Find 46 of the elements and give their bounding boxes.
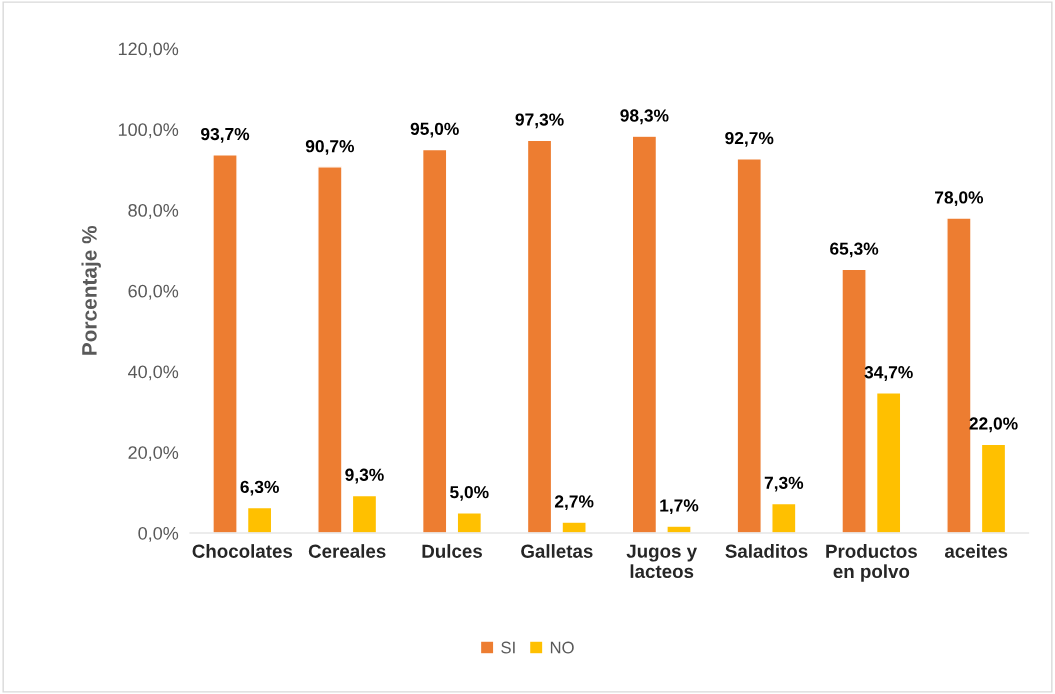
data-label: 97,3% (515, 113, 564, 129)
data-label: 7,3% (764, 476, 804, 492)
data-label: 9,3% (345, 468, 384, 484)
y-tick-label: 120,0% (118, 42, 179, 58)
data-label: 6,3% (240, 480, 279, 496)
y-tick-label: 40,0% (128, 365, 179, 381)
bar (736, 158, 762, 533)
bar (666, 525, 692, 533)
data-label: 98,3% (620, 109, 669, 125)
x-tick-label: Dulces (422, 544, 482, 558)
data-label: 95,0% (410, 122, 459, 138)
bar (631, 135, 658, 533)
bar (212, 154, 238, 533)
x-tick-label: Cereales (308, 544, 386, 558)
y-tick-label: 60,0% (128, 284, 179, 300)
data-label: 78,0% (935, 191, 984, 207)
y-axis-title: Porcentaje % (81, 225, 101, 355)
bar (875, 392, 902, 533)
bar (317, 166, 343, 533)
legend-label: SI (501, 641, 515, 654)
bar (246, 506, 273, 533)
x-tick-label: Saladitos (725, 544, 808, 558)
data-label: 93,7% (201, 127, 250, 143)
bar (456, 512, 483, 533)
x-tick-label: aceites (944, 544, 1008, 558)
data-label: 5,0% (450, 485, 489, 501)
bar (980, 443, 1007, 533)
x-tick-label: Productos en polvo (826, 544, 917, 582)
x-tick-label: Chocolates (192, 544, 293, 558)
y-tick-label: 0,0% (138, 526, 179, 542)
y-tick-label: 80,0% (128, 203, 179, 219)
bar (561, 521, 587, 533)
data-label: 1,7% (660, 499, 699, 515)
x-tick-label: Galletas (521, 544, 593, 558)
y-tick-label: 100,0% (118, 123, 179, 139)
legend-label: NO (550, 641, 574, 654)
bar (421, 148, 448, 533)
data-label: 65,3% (830, 242, 879, 258)
data-label: 2,7% (554, 495, 594, 511)
y-tick-label: 20,0% (128, 446, 179, 462)
x-tick-label: Jugos y lacteos (626, 544, 698, 579)
bar (771, 502, 797, 533)
bar (526, 139, 553, 533)
bar (351, 494, 378, 533)
data-label: 92,7% (725, 131, 774, 147)
data-label: 90,7% (305, 140, 355, 155)
